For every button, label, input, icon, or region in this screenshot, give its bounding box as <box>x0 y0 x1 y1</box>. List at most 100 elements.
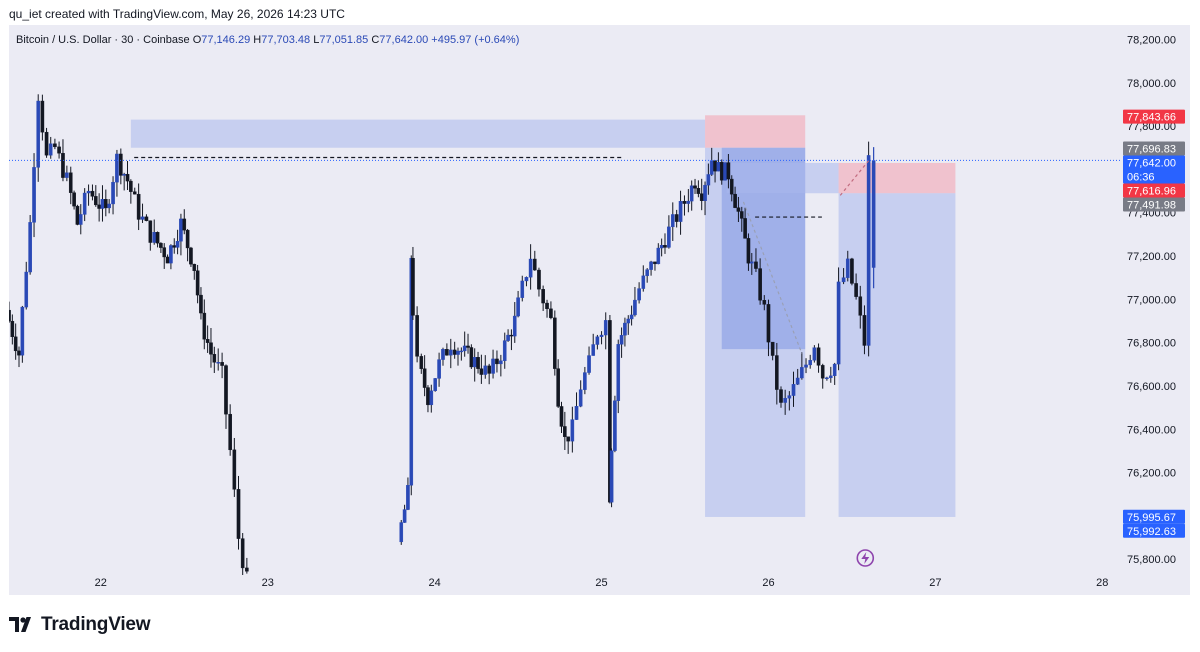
candle-body-188 <box>854 283 858 297</box>
candle-body-113 <box>570 419 575 442</box>
candle-body-170 <box>779 389 783 403</box>
candle-body-66 <box>399 522 404 543</box>
y-tick-label: 76,200.00 <box>1127 468 1176 480</box>
candle-body-132 <box>641 275 646 289</box>
candle-body-70 <box>411 257 415 316</box>
candle-body-96 <box>506 334 510 341</box>
candle-body-16 <box>68 172 73 193</box>
price-tag-bg <box>1123 197 1185 212</box>
candle-body-129 <box>629 314 634 320</box>
candle-body-117 <box>587 355 591 373</box>
tradingview-logo[interactable]: TradingView <box>9 613 151 637</box>
candle-body-91 <box>487 365 491 374</box>
y-tick-label: 78,000.00 <box>1127 78 1176 90</box>
candle-body-4 <box>20 306 25 356</box>
candle-body-134 <box>649 261 653 270</box>
candle-body-37 <box>144 216 149 221</box>
candle-body-106 <box>545 302 549 310</box>
change-value: +495.97 (+0.64%) <box>431 34 520 46</box>
candle-body-52 <box>195 270 200 296</box>
y-tick-label: 75,800.00 <box>1127 554 1176 566</box>
candle-body-152 <box>713 160 717 172</box>
candle-body-111 <box>563 426 567 437</box>
candle-body-160 <box>739 211 744 219</box>
x-tick-label: 28 <box>1096 577 1108 589</box>
candle-body-34 <box>132 191 137 195</box>
candlestick-chart[interactable]: 78,200.0078,000.0077,800.0077,600.0077,4… <box>9 25 1190 595</box>
candle-body-63 <box>236 489 241 539</box>
candle-body-155 <box>723 162 727 181</box>
price-tag-label: 75,995.67 <box>1127 512 1176 524</box>
price-tag-7: 75,992.63 <box>1123 523 1185 538</box>
candle-body-100 <box>520 280 525 298</box>
candle-body-165 <box>758 268 762 301</box>
candle-body-92 <box>491 358 495 374</box>
candle-body-24 <box>97 204 101 209</box>
candle-body-85 <box>466 345 470 348</box>
candle-body-65 <box>245 567 249 572</box>
high-label: H <box>253 34 262 46</box>
candle-body-158 <box>733 193 737 208</box>
candle-body-140 <box>670 214 675 228</box>
candle-body-127 <box>623 322 627 336</box>
candle-body-112 <box>566 436 570 442</box>
candle-body-46 <box>175 241 180 248</box>
candle-body-180 <box>820 365 825 379</box>
candle-body-144 <box>686 200 691 204</box>
candle-body-1 <box>10 320 15 338</box>
candle-body-53 <box>199 294 203 314</box>
candle-body-126 <box>619 335 624 345</box>
candle-body-59 <box>220 362 224 366</box>
candle-body-161 <box>743 218 747 239</box>
candle-body-163 <box>749 261 754 264</box>
price-tag-6: 75,995.67 <box>1123 509 1185 524</box>
candle-body-123 <box>609 450 614 503</box>
candle-body-136 <box>656 247 661 265</box>
candle-body-143 <box>682 201 687 204</box>
candle-body-153 <box>716 162 721 172</box>
candle-body-30 <box>119 153 123 176</box>
zone-rect-6 <box>838 162 956 194</box>
y-tick-label: 76,800.00 <box>1127 338 1176 350</box>
candle-body-154 <box>719 162 724 181</box>
price-tag-bg <box>1123 109 1185 124</box>
candle-body-35 <box>136 193 141 220</box>
candle-body-186 <box>845 258 850 278</box>
candle-body-177 <box>808 360 813 366</box>
candle-body-159 <box>736 207 741 212</box>
candle-body-19 <box>78 214 83 225</box>
zone-rect-7 <box>838 193 956 517</box>
price-tag-5: 77,491.98 <box>1123 197 1185 212</box>
candle-body-157 <box>729 178 734 195</box>
candle-body-76 <box>433 378 437 392</box>
candle-body-119 <box>595 336 600 345</box>
candle-body-182 <box>828 375 833 379</box>
candle-body-11 <box>48 143 53 156</box>
candle-body-74 <box>426 387 430 406</box>
low-label: L <box>313 34 320 46</box>
candle-body-26 <box>104 199 108 209</box>
candle-body-120 <box>599 334 604 337</box>
candle-body-130 <box>633 299 637 316</box>
candle-body-2 <box>13 336 18 352</box>
x-tick-label: 26 <box>762 577 774 589</box>
candle-body-137 <box>659 245 664 249</box>
candle-body-141 <box>674 214 679 222</box>
candle-body-150 <box>706 174 711 186</box>
symbol-legend[interactable]: Bitcoin / U.S. Dollar · 30 · Coinbase O7… <box>16 34 519 46</box>
candle-body-168 <box>770 341 775 356</box>
y-tick-label: 76,400.00 <box>1127 424 1176 436</box>
chart-panel[interactable]: 78,200.0078,000.0077,800.0077,600.0077,4… <box>9 25 1190 595</box>
candle-body-124 <box>613 400 617 451</box>
price-tag-label: 77,491.98 <box>1127 199 1176 211</box>
candle-body-25 <box>100 199 105 209</box>
candle-body-114 <box>574 406 579 420</box>
candle-body-38 <box>148 220 153 243</box>
candle-body-116 <box>583 372 587 390</box>
candle-body-101 <box>524 277 529 282</box>
candle-body-178 <box>812 347 817 361</box>
open-value: 77,146.29 <box>201 34 251 46</box>
candle-body-156 <box>726 162 731 180</box>
price-tag-bg <box>1123 141 1185 156</box>
candle-body-125 <box>616 344 621 401</box>
